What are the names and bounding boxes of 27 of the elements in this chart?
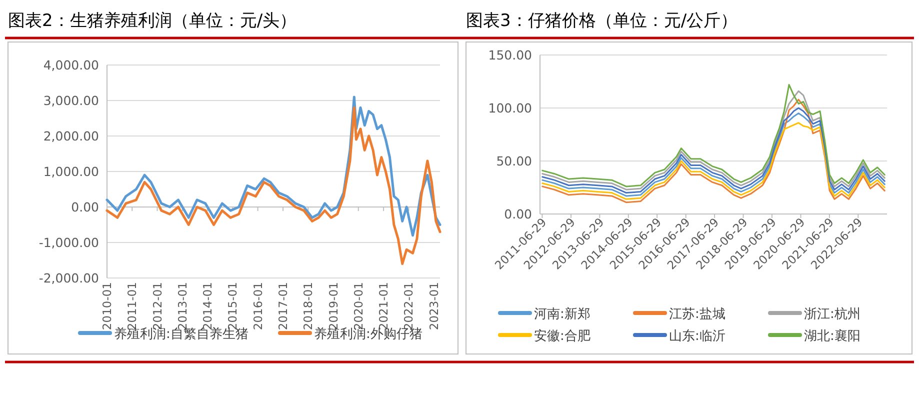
- y-tick-label: 3,000.00: [43, 93, 100, 108]
- legend-label: 湖北:襄阳: [804, 328, 860, 344]
- y-tick-label: 0.00: [504, 206, 532, 222]
- y-tick-label: 2,000.00: [43, 128, 100, 144]
- y-tick-label: -1,000.00: [38, 235, 100, 250]
- y-tick-label: 1,000.00: [43, 164, 100, 179]
- chart-title: 图表2：生猪养殖利润（单位：元/头）: [8, 11, 297, 31]
- x-tick-label: 2010-01: [100, 282, 114, 330]
- legend-label: 江苏:盐城: [669, 307, 726, 322]
- y-tick-label: 0.00: [71, 200, 100, 214]
- x-tick-label: 2018-01: [301, 282, 316, 330]
- y-tick-label: 100.00: [488, 100, 532, 116]
- y-tick-label: 50.00: [496, 154, 532, 168]
- legend-label: 浙江:杭州: [804, 307, 860, 322]
- y-tick-label: -2,000.00: [38, 270, 100, 286]
- x-tick-label: 2016-01: [250, 282, 265, 330]
- legend-label: 山东:临沂: [669, 329, 726, 344]
- x-tick-label: 2023-01: [426, 282, 441, 330]
- y-tick-label: 150.00: [488, 48, 532, 62]
- line-series: [542, 98, 886, 204]
- chart-title: 图表3：仔猪价格（单位：元/公斤）: [466, 11, 738, 31]
- legend-label: 安徽:合肥: [534, 328, 590, 344]
- y-tick-label: 4,000.00: [43, 58, 100, 72]
- x-tick-label: 2011-01: [125, 282, 140, 330]
- legend-label: 河南:新郑: [534, 307, 590, 322]
- line-series: [106, 106, 442, 266]
- x-tick-label: 2017-01: [276, 282, 290, 330]
